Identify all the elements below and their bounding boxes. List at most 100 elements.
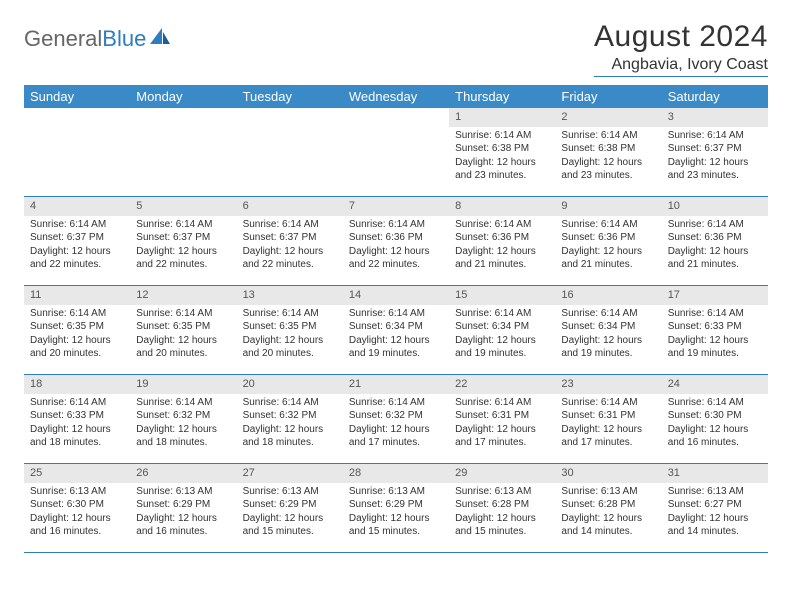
day-number: 4 [24,197,130,216]
day-details: Sunrise: 6:14 AMSunset: 6:35 PMDaylight:… [237,307,343,361]
weekday-label: Monday [130,85,236,108]
day-details: Sunrise: 6:13 AMSunset: 6:29 PMDaylight:… [343,485,449,539]
calendar-cell: 19Sunrise: 6:14 AMSunset: 6:32 PMDayligh… [130,375,236,463]
day-number: 21 [343,375,449,394]
daylight-text: Daylight: 12 hours and 21 minutes. [455,245,549,272]
sunrise-text: Sunrise: 6:14 AM [455,129,549,143]
daylight-text: Daylight: 12 hours and 17 minutes. [455,423,549,450]
calendar-cell: 24Sunrise: 6:14 AMSunset: 6:30 PMDayligh… [662,375,768,463]
daylight-text: Daylight: 12 hours and 17 minutes. [349,423,443,450]
daylight-text: Daylight: 12 hours and 16 minutes. [668,423,762,450]
daylight-text: Daylight: 12 hours and 22 minutes. [136,245,230,272]
sunrise-text: Sunrise: 6:14 AM [561,396,655,410]
calendar-cell: 17 Sunrise: 6:14 AMSunset: 6:33 PMDayligh… [662,286,768,374]
calendar-cell: 2Sunrise: 6:14 AMSunset: 6:38 PMDaylight… [555,108,661,196]
calendar-cell: 1Sunrise: 6:14 AMSunset: 6:38 PMDaylight… [449,108,555,196]
weekday-label: Wednesday [343,85,449,108]
sunset-text: Sunset: 6:32 PM [349,409,443,423]
sunset-text: Sunset: 6:31 PM [561,409,655,423]
daylight-text: Daylight: 12 hours and 21 minutes. [561,245,655,272]
day-details: Sunrise: 6:14 AMSunset: 6:34 PMDaylight:… [449,307,555,361]
daylight-text: Daylight: 12 hours and 20 minutes. [243,334,337,361]
calendar-cell: 7Sunrise: 6:14 AMSunset: 6:36 PMDaylight… [343,197,449,285]
daylight-text: Daylight: 12 hours and 15 minutes. [349,512,443,539]
month-title: August 2024 [594,20,768,54]
day-number: 12 [130,286,236,305]
daylight-text: Daylight: 12 hours and 22 minutes. [349,245,443,272]
daylight-text: Daylight: 12 hours and 19 minutes. [349,334,443,361]
weekday-header: Sunday Monday Tuesday Wednesday Thursday… [24,85,768,108]
calendar-cell: 23Sunrise: 6:14 AMSunset: 6:31 PMDayligh… [555,375,661,463]
brand-part1: General [24,26,102,52]
calendar-cell: 25Sunrise: 6:13 AMSunset: 6:30 PMDayligh… [24,464,130,552]
sunrise-text: Sunrise: 6:14 AM [349,218,443,232]
calendar-cell: 12Sunrise: 6:14 AMSunset: 6:35 PMDayligh… [130,286,236,374]
calendar-cell [130,108,236,196]
weekday-label: Saturday [662,85,768,108]
header: GeneralBlue August 2024 Angbavia, Ivory … [24,20,768,77]
day-details: Sunrise: 6:14 AMSunset: 6:37 PMDaylight:… [237,218,343,272]
daylight-text: Daylight: 12 hours and 22 minutes. [30,245,124,272]
calendar-cell: 9Sunrise: 6:14 AMSunset: 6:36 PMDaylight… [555,197,661,285]
sunset-text: Sunset: 6:36 PM [455,231,549,245]
sunset-text: Sunset: 6:32 PM [136,409,230,423]
day-number: 31 [662,464,768,483]
calendar-cell [24,108,130,196]
sunset-text: Sunset: 6:31 PM [455,409,549,423]
day-details: Sunrise: 6:14 AMSunset: 6:33 PMDaylight:… [24,396,130,450]
day-number: 17 [662,286,768,305]
day-details: Sunrise: 6:14 AMSunset: 6:32 PMDaylight:… [237,396,343,450]
calendar-cell: 30Sunrise: 6:13 AMSunset: 6:28 PMDayligh… [555,464,661,552]
sunset-text: Sunset: 6:37 PM [243,231,337,245]
sunrise-text: Sunrise: 6:13 AM [30,485,124,499]
day-details: Sunrise: 6:13 AMSunset: 6:30 PMDaylight:… [24,485,130,539]
day-number [343,108,449,127]
day-details: Sunrise: 6:13 AMSunset: 6:27 PMDaylight:… [662,485,768,539]
day-details: Sunrise: 6:14 AMSunset: 6:31 PMDaylight:… [449,396,555,450]
daylight-text: Daylight: 12 hours and 20 minutes. [30,334,124,361]
sunrise-text: Sunrise: 6:14 AM [455,396,549,410]
day-details: Sunrise: 6:14 AMSunset: 6:37 PMDaylight:… [662,129,768,183]
brand-part2: Blue [102,26,146,52]
daylight-text: Daylight: 12 hours and 15 minutes. [243,512,337,539]
day-details: Sunrise: 6:14 AMSunset: 6:37 PMDaylight:… [24,218,130,272]
weekday-label: Thursday [449,85,555,108]
day-details: Sunrise: 6:14 AMSunset: 6:34 PMDaylight:… [343,307,449,361]
calendar-cell: 5Sunrise: 6:14 AMSunset: 6:37 PMDaylight… [130,197,236,285]
sunrise-text: Sunrise: 6:14 AM [30,307,124,321]
calendar-cell: 21Sunrise: 6:14 AMSunset: 6:32 PMDayligh… [343,375,449,463]
daylight-text: Daylight: 12 hours and 16 minutes. [30,512,124,539]
day-number: 8 [449,197,555,216]
calendar-week: 18 Sunrise: 6:14 AMSunset: 6:33 PMDayligh… [24,375,768,464]
daylight-text: Daylight: 12 hours and 14 minutes. [561,512,655,539]
day-details: Sunrise: 6:14 AMSunset: 6:36 PMDaylight:… [343,218,449,272]
calendar-page: GeneralBlue August 2024 Angbavia, Ivory … [0,0,792,573]
day-number: 16 [555,286,661,305]
sunset-text: Sunset: 6:35 PM [136,320,230,334]
sunset-text: Sunset: 6:38 PM [561,142,655,156]
calendar-cell: 10Sunrise: 6:14 AMSunset: 6:36 PMDayligh… [662,197,768,285]
day-number: 26 [130,464,236,483]
day-details: Sunrise: 6:14 AMSunset: 6:36 PMDaylight:… [662,218,768,272]
day-number: 9 [555,197,661,216]
day-details: Sunrise: 6:14 AMSunset: 6:33 PMDaylight:… [662,307,768,361]
day-number: 6 [237,197,343,216]
sunset-text: Sunset: 6:29 PM [136,498,230,512]
weekday-label: Sunday [24,85,130,108]
sunset-text: Sunset: 6:37 PM [136,231,230,245]
day-number: 2 [555,108,661,127]
calendar-cell: 8Sunrise: 6:14 AMSunset: 6:36 PMDaylight… [449,197,555,285]
sunset-text: Sunset: 6:32 PM [243,409,337,423]
day-number [237,108,343,127]
sunrise-text: Sunrise: 6:13 AM [243,485,337,499]
day-number: 11 [24,286,130,305]
calendar-cell [343,108,449,196]
sunset-text: Sunset: 6:30 PM [30,498,124,512]
sunrise-text: Sunrise: 6:14 AM [668,396,762,410]
day-details: Sunrise: 6:13 AMSunset: 6:28 PMDaylight:… [555,485,661,539]
day-details: Sunrise: 6:13 AMSunset: 6:29 PMDaylight:… [237,485,343,539]
day-details: Sunrise: 6:13 AMSunset: 6:28 PMDaylight:… [449,485,555,539]
daylight-text: Daylight: 12 hours and 18 minutes. [136,423,230,450]
brand-logo: GeneralBlue [24,26,172,52]
day-number: 18 [24,375,130,394]
